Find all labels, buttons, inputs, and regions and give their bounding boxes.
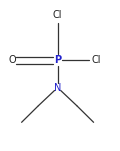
Text: P: P xyxy=(54,55,61,65)
Text: N: N xyxy=(54,83,61,93)
Text: Cl: Cl xyxy=(53,10,62,20)
Text: O: O xyxy=(8,55,16,65)
Text: Cl: Cl xyxy=(91,55,101,65)
